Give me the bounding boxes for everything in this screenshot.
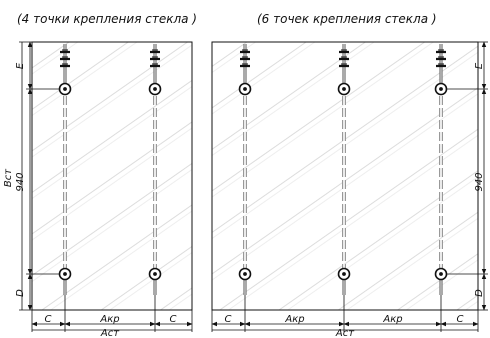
right-vertical-dimensions	[446, 41, 488, 311]
left-dim-a-st: Аст	[100, 328, 120, 338]
right-dim-a-kr-2: Акр	[382, 314, 402, 325]
mount-point-icon	[238, 267, 252, 281]
right-dim-a-kr-1: Акр	[284, 314, 304, 325]
left-horizontal-dimensions	[31, 295, 193, 332]
right-panel-title: (6 точек крепления стекла )	[257, 12, 437, 26]
left-dim-b: Вст	[3, 168, 14, 187]
right-dim-e: E	[474, 62, 485, 69]
mount-point-icon	[337, 267, 351, 281]
left-vertical-dimensions	[19, 41, 60, 311]
mount-point-icon	[337, 82, 351, 96]
mount-point-icon	[58, 267, 72, 281]
right-dim-d: D	[474, 289, 485, 297]
left-dim-height: 940	[15, 172, 26, 191]
mount-point-icon	[58, 82, 72, 96]
left-panel-title: (4 точки крепления стекла )	[17, 12, 197, 26]
right-horizontal-dimensions	[211, 295, 479, 332]
mount-point-icon	[434, 267, 448, 281]
mount-point-icon	[434, 82, 448, 96]
left-dim-c-left: С	[45, 314, 52, 325]
left-dim-a-kr: Акр	[99, 314, 119, 325]
left-dim-e: E	[15, 62, 26, 69]
mount-point-icon	[238, 82, 252, 96]
right-dim-a-st: Аст	[335, 328, 355, 338]
right-dim-height: 940	[474, 172, 485, 191]
left-glass-panel	[31, 41, 193, 311]
right-dim-c-left: С	[225, 314, 232, 325]
right-dim-c-right: С	[457, 314, 464, 325]
left-dim-c-right: С	[170, 314, 177, 325]
mount-point-icon	[148, 267, 162, 281]
mount-point-icon	[148, 82, 162, 96]
left-dim-d: D	[15, 289, 26, 297]
